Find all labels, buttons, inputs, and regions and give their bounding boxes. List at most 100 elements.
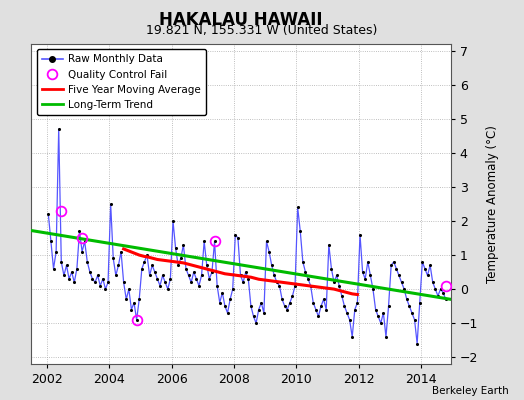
Text: Berkeley Earth: Berkeley Earth: [432, 386, 508, 396]
Point: [288, 293, 297, 299]
Point: [270, 272, 278, 279]
Point: [434, 293, 442, 299]
Point: [402, 296, 411, 302]
Point: [150, 269, 159, 275]
Point: [125, 286, 133, 292]
Point: [119, 279, 128, 286]
Point: [143, 252, 151, 258]
Point: [171, 245, 180, 252]
Point: [104, 279, 112, 286]
Point: [293, 204, 302, 211]
Point: [114, 262, 123, 268]
Point: [117, 248, 125, 255]
Point: [343, 310, 351, 316]
Point: [392, 266, 400, 272]
Point: [60, 272, 68, 279]
Point: [330, 279, 338, 286]
Point: [223, 310, 232, 316]
Point: [244, 276, 253, 282]
Point: [413, 340, 421, 347]
Point: [405, 303, 413, 309]
Point: [374, 313, 383, 320]
Point: [366, 272, 375, 279]
Point: [325, 242, 333, 248]
Point: [228, 286, 237, 292]
Point: [377, 320, 385, 326]
Point: [429, 279, 437, 286]
Point: [57, 259, 66, 265]
Point: [283, 306, 291, 313]
Point: [106, 201, 115, 207]
Point: [314, 313, 323, 320]
Point: [135, 296, 144, 302]
Point: [138, 266, 146, 272]
Point: [337, 293, 346, 299]
Point: [418, 259, 427, 265]
Point: [161, 279, 169, 286]
Point: [299, 259, 307, 265]
Point: [182, 266, 190, 272]
Y-axis label: Temperature Anomaly (°C): Temperature Anomaly (°C): [486, 125, 499, 283]
Point: [348, 334, 356, 340]
Point: [263, 238, 271, 245]
Point: [442, 296, 450, 302]
Point: [101, 286, 110, 292]
Text: 19.821 N, 155.331 W (United States): 19.821 N, 155.331 W (United States): [146, 24, 378, 37]
Point: [52, 248, 60, 255]
Point: [213, 282, 221, 289]
Point: [231, 232, 239, 238]
Point: [267, 262, 276, 268]
Point: [304, 276, 312, 282]
Point: [234, 235, 242, 241]
Point: [358, 269, 367, 275]
Point: [320, 296, 328, 302]
Point: [122, 296, 130, 302]
Point: [88, 276, 96, 282]
Point: [62, 262, 71, 268]
Point: [208, 269, 216, 275]
Point: [372, 306, 380, 313]
Point: [200, 238, 209, 245]
Point: [382, 334, 390, 340]
Point: [174, 262, 182, 268]
Point: [148, 262, 156, 268]
Point: [364, 259, 372, 265]
Point: [166, 276, 174, 282]
Point: [327, 266, 335, 272]
Point: [81, 238, 89, 245]
Point: [436, 286, 445, 292]
Point: [385, 303, 393, 309]
Point: [205, 276, 214, 282]
Point: [146, 272, 154, 279]
Point: [140, 259, 149, 265]
Point: [286, 300, 294, 306]
Point: [47, 238, 55, 245]
Point: [184, 272, 193, 279]
Point: [130, 300, 138, 306]
Point: [421, 266, 429, 272]
Point: [49, 266, 58, 272]
Point: [322, 306, 331, 313]
Point: [242, 269, 250, 275]
Point: [44, 211, 52, 218]
Point: [439, 289, 447, 296]
Point: [195, 282, 203, 289]
Point: [379, 310, 388, 316]
Point: [353, 300, 362, 306]
Point: [369, 286, 377, 292]
Point: [169, 218, 177, 224]
Point: [99, 276, 107, 282]
Point: [397, 279, 406, 286]
Point: [218, 289, 226, 296]
Point: [187, 279, 195, 286]
Point: [317, 303, 325, 309]
Point: [416, 300, 424, 306]
Point: [410, 316, 419, 323]
Point: [275, 282, 283, 289]
Point: [340, 303, 348, 309]
Point: [278, 296, 286, 302]
Point: [260, 310, 268, 316]
Title: HAKALAU HAWAII: HAKALAU HAWAII: [159, 10, 323, 28]
Legend: Raw Monthly Data, Quality Control Fail, Five Year Moving Average, Long-Term Tren: Raw Monthly Data, Quality Control Fail, …: [37, 49, 206, 115]
Point: [68, 269, 76, 275]
